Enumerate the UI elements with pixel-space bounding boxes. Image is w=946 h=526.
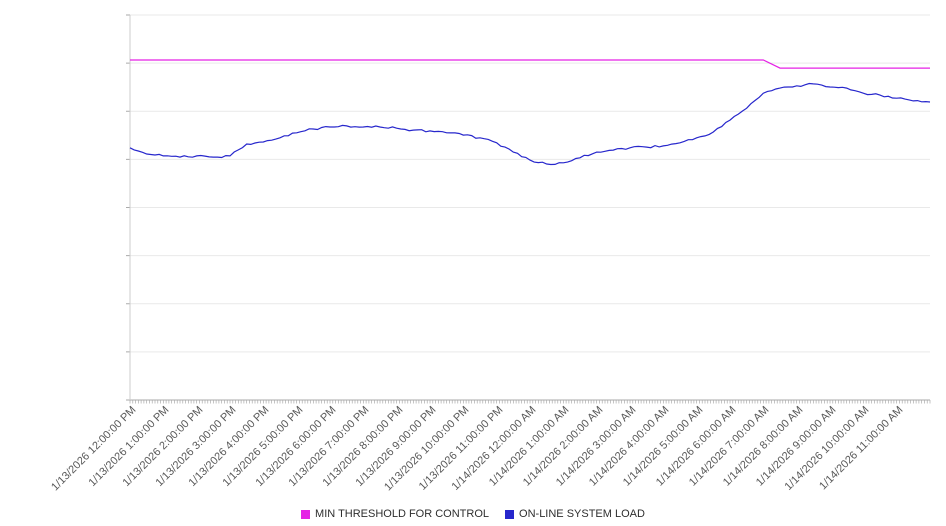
legend-label-system-load: ON-LINE SYSTEM LOAD xyxy=(519,508,645,520)
chart-legend: MIN THRESHOLD FOR CONTROL ON-LINE SYSTEM… xyxy=(0,508,946,520)
legend-item-system-load[interactable]: ON-LINE SYSTEM LOAD xyxy=(505,508,645,520)
legend-label-min-threshold: MIN THRESHOLD FOR CONTROL xyxy=(315,508,490,520)
series-line-0 xyxy=(130,59,930,69)
legend-swatch-system-load-icon xyxy=(505,509,515,519)
legend-swatch-min-threshold-icon xyxy=(301,509,311,519)
legend-item-min-threshold[interactable]: MIN THRESHOLD FOR CONTROL xyxy=(301,508,489,520)
series-line-1 xyxy=(129,82,931,166)
